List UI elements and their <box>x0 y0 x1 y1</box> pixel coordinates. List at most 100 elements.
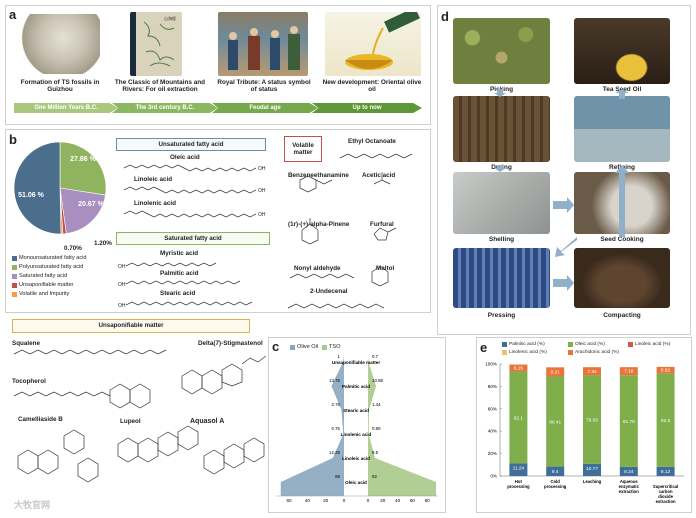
legend-olive-oil: Olive Oil <box>290 344 318 350</box>
olive-value-label: 12.25 <box>329 450 341 455</box>
oh-oleic: OH <box>258 166 266 172</box>
process-arrows <box>494 89 629 291</box>
bar-value-label: 79.05 <box>586 418 598 424</box>
timeline-3: Feudal age <box>212 103 318 113</box>
category-label: dioxide <box>658 494 673 499</box>
category-label: extraction <box>619 489 639 494</box>
label-pinene: (1r)-(+)-alpha-Pinene <box>288 221 350 228</box>
label-tocopherol: Tocopherol <box>12 378 46 385</box>
arrow-drying-shelling <box>494 165 506 172</box>
category-label: enzymatic <box>619 484 640 489</box>
step-compacting: Compacting <box>603 312 641 319</box>
pie-label-poly: 27.86 % <box>70 156 96 163</box>
legend-mono: Monounsaturated fatty acid <box>12 255 86 261</box>
x-tick-right: 80 <box>425 498 431 503</box>
bar-arachidonic <box>583 367 601 376</box>
photo-shelling <box>453 172 550 234</box>
bar-value-label: 83.5 <box>661 418 671 424</box>
bar-value-label: 8.4 <box>552 469 559 475</box>
fossil-image <box>18 14 100 74</box>
legend-volatile: Volatile and Impurity <box>12 291 69 297</box>
x-tick-left: 60 <box>286 498 292 503</box>
arrow-picking-drying <box>494 89 506 97</box>
label-ethyl-octanoate: Ethyl Octanoate <box>348 138 396 145</box>
olive-value-label: 1 <box>338 354 341 359</box>
label-nonyl-aldehyde: Nonyl aldehyde <box>294 265 341 272</box>
tso-value-label: 1.44 <box>372 402 381 407</box>
royal-tribute-image <box>218 12 308 76</box>
y-tick: 20% <box>488 451 497 456</box>
panel-b-label: b <box>9 132 17 147</box>
oh-linolenic: OH <box>258 212 266 218</box>
bar-palmitic <box>546 466 565 476</box>
y-tick: 60% <box>488 406 497 411</box>
label-furfural: Furfural <box>370 221 394 228</box>
label-aquasol: Aquasol A <box>190 418 225 425</box>
oh-linoleic: OH <box>258 188 266 194</box>
bar-oleic <box>509 371 528 464</box>
photo-drying <box>453 96 550 162</box>
x-tick-left: 0 <box>343 498 346 503</box>
header-unsaturated: Unsaturated fatty acid <box>116 138 266 151</box>
tribute-figures <box>228 26 300 70</box>
arrow-refining-oil <box>615 89 629 99</box>
oh-palmitic: OH <box>118 282 126 288</box>
unsaponifiable-structures <box>13 349 267 483</box>
header-unsaponifiable: Unsaponifiable matter <box>12 319 250 333</box>
label-lupeol: Lupeol <box>120 418 141 425</box>
label-benzeneethanamine: Benzeneethanamine <box>288 172 349 179</box>
bar-value-label: 82.1 <box>514 415 524 421</box>
x-tick-left: 40 <box>305 498 311 503</box>
watermark: 大牧官网 <box>14 501 51 511</box>
x-tick-right: 20 <box>380 498 386 503</box>
header-saturated: Saturated fatty acid <box>116 232 270 245</box>
extraction-method-chart: 100%80%60%40%20%0%11.2482.16.15Hotproces… <box>485 362 684 504</box>
pie-slice-polyunsaturated-fatty-acid <box>59 141 107 196</box>
oil-pour-illustration <box>345 7 420 70</box>
olive-oil-area <box>280 356 344 496</box>
category-label-stearic-acid: Stearic acid <box>343 408 369 413</box>
label-maltol: Maltol <box>376 265 395 272</box>
oh-stearic: OH <box>118 303 126 309</box>
bar-palmitic <box>619 466 638 476</box>
label-camelliaside: Camelliaside B <box>18 416 63 423</box>
category-label-linoleic-acid: Linoleic acid <box>342 456 370 461</box>
y-tick: 100% <box>485 362 497 367</box>
arrow-seedcooking-pressing <box>555 237 577 257</box>
bar-value-label: 8.21 <box>551 369 561 375</box>
timeline-2: The 3rd century B.C. <box>112 103 218 113</box>
x-tick-right: 0 <box>367 498 370 503</box>
legend-poly: Polyunsaturated fatty acid <box>12 264 83 270</box>
tso-area <box>368 356 437 496</box>
bar-value-label: 6.15 <box>514 366 524 372</box>
volatile-structures <box>287 153 413 309</box>
caption-new-development: New development: Oriental olive oil <box>322 79 422 94</box>
legend-sat: Saturated fatty acid <box>12 273 67 279</box>
caption-fossil: Formation of TS fossils in Guizhou <box>20 79 100 94</box>
label-squalene: Squalene <box>12 340 40 347</box>
legend-linolenic: Linolenic acid (%) <box>502 350 547 355</box>
bar-arachidonic <box>619 367 638 376</box>
bar-value-label: 8.24 <box>624 469 634 475</box>
category-label: extraction <box>656 499 676 504</box>
label-myristic: Myristic acid <box>160 250 199 257</box>
category-label: carbon <box>659 489 673 494</box>
bar-arachidonic <box>546 367 565 377</box>
timeline-1: One Million Years B.C. <box>14 103 118 113</box>
pie-slice-monounsaturated-fatty-acid <box>13 141 62 235</box>
bar-arachidonic <box>656 366 675 374</box>
category-label: processing <box>507 484 530 489</box>
olive-oil-image <box>325 7 421 76</box>
pie-label-sat: 20.67 % <box>78 201 104 208</box>
tso-value-label: 10.88 <box>372 378 384 383</box>
y-tick: 0% <box>490 474 497 479</box>
photo-picking <box>453 18 550 84</box>
book-image: 山海經 <box>130 12 182 76</box>
bar-value-label: 10.77 <box>586 466 598 472</box>
fatty-acid-structures <box>123 164 257 306</box>
label-undecenal: 2-Undecenal <box>310 288 348 295</box>
pie-slice-saturated-fatty-acid <box>59 187 106 234</box>
bar-value-label: 7.34 <box>587 369 597 375</box>
panel-c-label: c <box>272 339 280 354</box>
